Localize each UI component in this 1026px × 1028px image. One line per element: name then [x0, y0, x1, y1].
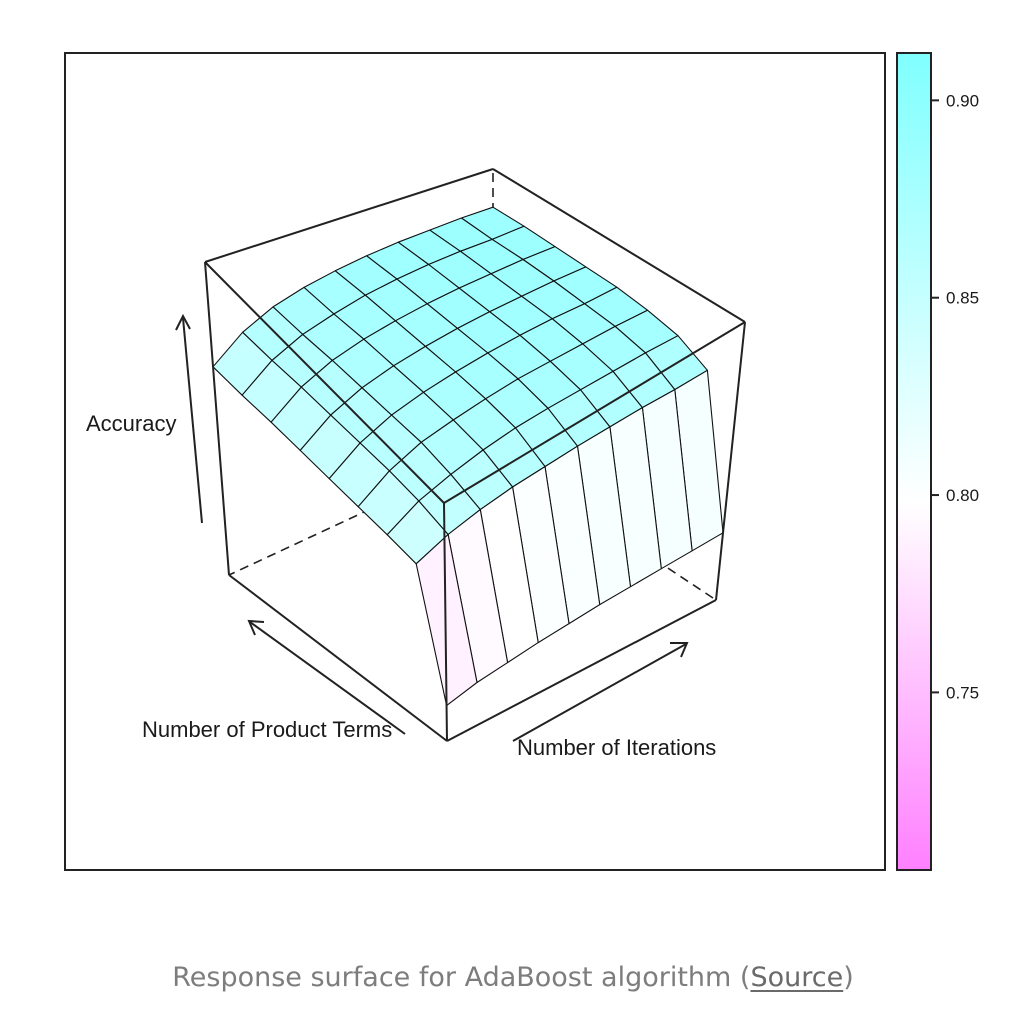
box-edge [204, 261, 445, 504]
surface-facet [415, 533, 478, 707]
z-axis-arrowhead [175, 313, 191, 331]
x-axis-arrowhead [670, 642, 689, 658]
colorkey-tick-label: 0.80 [946, 486, 979, 505]
response-surface [212, 206, 724, 707]
z-axis: Accuracy [86, 313, 203, 524]
z-axis-arrow [182, 317, 203, 524]
y-axis-arrow [249, 621, 406, 735]
plot-panel [64, 52, 886, 871]
caption-text: Response surface for AdaBoost algorithm … [172, 962, 751, 993]
z-axis-label: Accuracy [86, 411, 176, 436]
box-edge [715, 321, 746, 601]
source-link[interactable]: Source [750, 962, 844, 993]
x-axis: Number of Iterations [512, 642, 716, 760]
box-edge [443, 321, 746, 504]
x-axis-arrow [512, 643, 687, 742]
colorkey: 0.75 0.80 0.85 0.90 [896, 52, 979, 871]
x-axis-label: Number of Iterations [517, 735, 716, 760]
y-axis-label: Number of Product Terms [142, 717, 392, 742]
colorkey-bar [896, 52, 932, 871]
box-front-edges [204, 261, 746, 742]
box-edge [446, 599, 717, 742]
colorkey-tick-label: 0.75 [946, 683, 979, 702]
box-edge [228, 574, 448, 742]
colorkey-tick-label: 0.85 [946, 289, 979, 308]
y-axis: Number of Product Terms [142, 619, 406, 742]
figure-caption: Response surface for AdaBoost algorithm … [0, 962, 1026, 993]
y-axis-arrowhead [247, 619, 265, 636]
box-edge [204, 261, 230, 576]
caption-close: ) [843, 962, 854, 993]
box-edge [204, 168, 494, 263]
box-edge [443, 502, 448, 742]
box-edge [492, 168, 746, 323]
colorkey-tick-label: 0.90 [946, 91, 979, 110]
